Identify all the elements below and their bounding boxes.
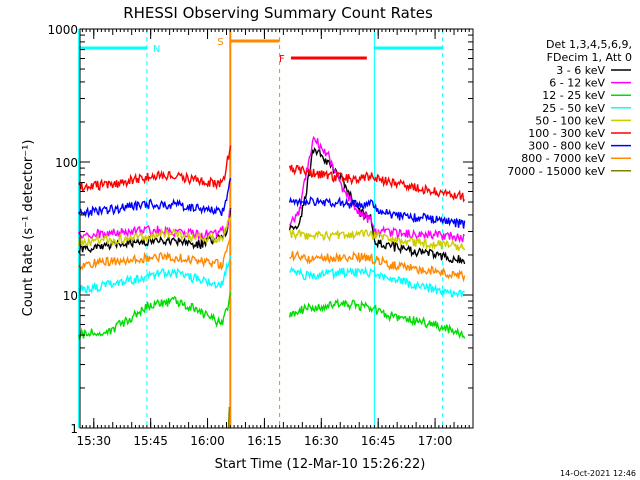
y-tick-label: 1 xyxy=(70,422,78,436)
series-line xyxy=(227,406,231,429)
saa-label: S xyxy=(217,37,223,48)
legend-header: Det 1,3,4,5,6,9, xyxy=(546,38,632,51)
plot-frame xyxy=(79,28,474,429)
x-tick-label: 16:45 xyxy=(361,434,396,448)
x-tick-label: 16:30 xyxy=(304,434,339,448)
series-line xyxy=(288,297,466,339)
y-tick-label: 10 xyxy=(63,289,78,303)
legend-entry-label: 12 - 25 keV xyxy=(542,89,605,102)
x-tick-label: 15:30 xyxy=(76,434,111,448)
series-line xyxy=(77,216,232,247)
series-line xyxy=(77,208,232,256)
series-line xyxy=(77,255,232,296)
x-tick-label: 17:00 xyxy=(418,434,453,448)
y-tick-label: 1000 xyxy=(47,23,78,37)
legend-header: FDecim 1, Att 0 xyxy=(547,51,632,64)
legend-entry-label: 3 - 6 keV xyxy=(556,64,605,77)
series-layer xyxy=(77,135,466,429)
x-tick-label: 16:00 xyxy=(190,434,225,448)
chart-title: RHESSI Observing Summary Count Rates xyxy=(123,4,433,22)
flare-label: F xyxy=(279,54,285,65)
series-line xyxy=(288,164,466,203)
legend-entry-label: 100 - 300 keV xyxy=(528,127,605,140)
series-line xyxy=(288,196,466,229)
y-axis-label: Count Rate (s⁻¹ detector⁻¹) xyxy=(21,140,36,317)
legend-entry-label: 6 - 12 keV xyxy=(549,77,605,90)
series-line xyxy=(288,265,466,299)
legend-entry-label: 7000 - 15000 keV xyxy=(507,165,605,178)
series-line xyxy=(77,145,232,193)
series-line xyxy=(77,292,232,341)
series-line xyxy=(77,237,232,271)
legend-entry-label: 300 - 800 keV xyxy=(528,140,605,153)
legend-entry-label: 50 - 100 keV xyxy=(535,114,605,127)
legend-entry-label: 800 - 7000 keV xyxy=(521,152,605,165)
series-line xyxy=(77,177,232,219)
x-tick-label: 15:45 xyxy=(133,434,168,448)
axes-layer: 1 10 100 1000 15:30 15:45 16:00 16:15 16:30 16:45… xyxy=(47,23,474,448)
night-label: N xyxy=(153,44,160,55)
legend-entry-label: 25 - 50 keV xyxy=(542,102,605,115)
legend: Det 1,3,4,5,6,9,FDecim 1, Att 03 - 6 keV… xyxy=(507,38,632,178)
series-line xyxy=(288,228,466,251)
y-tick-label: 100 xyxy=(55,156,78,170)
x-tick-label: 16:15 xyxy=(247,434,282,448)
series-line xyxy=(289,250,466,283)
timestamp: 14-Oct-2021 12:46 xyxy=(560,469,636,478)
series-line xyxy=(288,147,466,265)
x-axis-label: Start Time (12-Mar-10 15:26:22) xyxy=(215,457,426,472)
